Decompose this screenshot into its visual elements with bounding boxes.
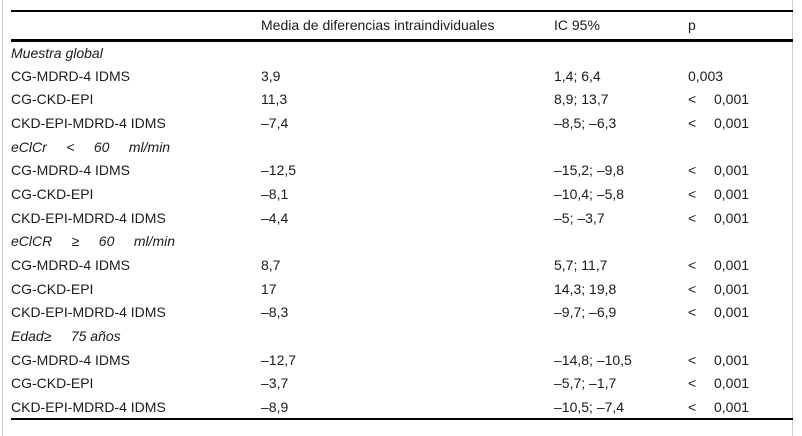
col-header-ic95: IC 95% (554, 11, 688, 42)
table-row: CG-CKD-EPI 11,3 8,9; 13,7 <0,001 (11, 87, 793, 111)
table-row: CG-CKD-EPI –8,1 –10,4; –5,8 <0,001 (11, 182, 793, 206)
ic95-value: –5,7; –1,7 (554, 375, 617, 392)
ic95-value: 5,7; 11,7 (554, 257, 608, 274)
intraindividual-differences-table: Media de diferencias intraindividuales I… (11, 10, 793, 420)
p-value: 0,001 (714, 91, 750, 108)
header-row: Media de diferencias intraindividuales I… (11, 11, 793, 42)
p-sign: < (688, 304, 697, 321)
p-value-cell: <0,001 (688, 87, 793, 111)
row-label: CG-MDRD-4 IDMS (11, 67, 130, 84)
row-label: CG-MDRD-4 IDMS (11, 162, 130, 179)
media-value: 3,9 (261, 67, 281, 84)
row-label: CG-CKD-EPI (11, 91, 94, 108)
section-row-eclcr-ge-60: eClCR ≥ 60 ml/min (11, 230, 793, 254)
row-label: CKD-EPI-MDRD-4 IDMS (11, 114, 166, 131)
p-value-cell: <0,001 (688, 372, 793, 396)
p-sign: < (688, 209, 697, 226)
ic95-value: –5; –3,7 (554, 209, 605, 226)
table-row: CKD-EPI-MDRD-4 IDMS –4,4 –5; –3,7 <0,001 (11, 206, 793, 230)
table-row: CG-MDRD-4 IDMS –12,5 –15,2; –9,8 <0,001 (11, 158, 793, 182)
media-value: –8,3 (261, 304, 289, 321)
p-value: 0,001 (714, 185, 750, 202)
p-value-cell: <0,001 (688, 348, 793, 372)
media-value: –7,4 (261, 114, 289, 131)
table-row: CG-CKD-EPI –3,7 –5,7; –1,7 <0,001 (11, 372, 793, 396)
p-sign: < (688, 162, 697, 179)
p-value: 0,001 (714, 351, 750, 368)
row-label: CG-CKD-EPI (11, 185, 94, 202)
table-row: CKD-EPI-MDRD-4 IDMS –8,3 –9,7; –6,9 <0,0… (11, 301, 793, 325)
table-row: CG-MDRD-4 IDMS 3,9 1,4; 6,4 0,003 (11, 64, 793, 88)
p-sign: < (688, 257, 697, 274)
row-label: CKD-EPI-MDRD-4 IDMS (11, 398, 166, 415)
p-value: 0,001 (714, 114, 750, 131)
p-sign: < (688, 185, 697, 202)
p-value: 0,003 (688, 67, 724, 84)
section-row-muestra-global: Muestra global (11, 40, 793, 64)
section-row-edad-ge-75: Edad≥ 75 años (11, 324, 793, 348)
ic95-value: –9,7; –6,9 (554, 304, 617, 321)
table-row: CKD-EPI-MDRD-4 IDMS –8,9 –10,5; –7,4 <0,… (11, 395, 793, 419)
media-value: –8,9 (261, 398, 289, 415)
col-header-empty (11, 11, 261, 42)
media-value: –4,4 (261, 209, 289, 226)
row-label: CG-MDRD-4 IDMS (11, 351, 130, 368)
col-header-p: p (688, 11, 793, 42)
row-label: CKD-EPI-MDRD-4 IDMS (11, 209, 166, 226)
table-row: CG-CKD-EPI 17 14,3; 19,8 <0,001 (11, 277, 793, 301)
row-label: CG-MDRD-4 IDMS (11, 257, 130, 274)
p-sign: < (688, 351, 697, 368)
p-value: 0,001 (714, 162, 750, 179)
p-value-cell: <0,001 (688, 158, 793, 182)
table-row: CG-MDRD-4 IDMS –12,7 –14,8; –10,5 <0,001 (11, 348, 793, 372)
table-body: Muestra global CG-MDRD-4 IDMS 3,9 1,4; 6… (11, 40, 793, 419)
table-row: CG-MDRD-4 IDMS 8,7 5,7; 11,7 <0,001 (11, 253, 793, 277)
section-row-eclcr-lt-60: eClCr < 60 ml/min (11, 135, 793, 159)
p-value-cell: 0,003 (688, 64, 793, 88)
col-header-media: Media de diferencias intraindividuales (261, 11, 554, 42)
media-value: –12,7 (261, 351, 297, 368)
media-value: 8,7 (261, 257, 281, 274)
p-value: 0,001 (714, 257, 750, 274)
ic95-value: –10,5; –7,4 (554, 398, 625, 415)
p-sign: < (688, 114, 697, 131)
p-value-cell: <0,001 (688, 253, 793, 277)
p-sign: < (688, 398, 697, 415)
p-sign: < (688, 280, 697, 297)
row-label: CG-CKD-EPI (11, 375, 94, 392)
ic95-value: 14,3; 19,8 (554, 280, 617, 297)
section-label: eClCR ≥ 60 ml/min (11, 233, 176, 250)
media-value: 17 (261, 280, 277, 297)
media-value: –8,1 (261, 185, 289, 202)
section-label: Muestra global (11, 44, 103, 61)
ic95-value: 1,4; 6,4 (554, 67, 601, 84)
p-value: 0,001 (714, 209, 750, 226)
ic95-value: 8,9; 13,7 (554, 91, 609, 108)
ic95-value: –14,8; –10,5 (554, 351, 632, 368)
media-value: –12,5 (261, 162, 297, 179)
p-value: 0,001 (714, 398, 750, 415)
p-value: 0,001 (714, 280, 750, 297)
p-value-cell: <0,001 (688, 206, 793, 230)
p-value-cell: <0,001 (688, 277, 793, 301)
section-label: Edad≥ 75 años (11, 328, 121, 345)
p-value-cell: <0,001 (688, 111, 793, 135)
ic95-value: –10,4; –5,8 (554, 185, 625, 202)
p-value: 0,001 (714, 375, 750, 392)
media-value: –3,7 (261, 375, 289, 392)
ic95-value: –15,2; –9,8 (554, 162, 625, 179)
p-value-cell: <0,001 (688, 395, 793, 419)
table-row: CKD-EPI-MDRD-4 IDMS –7,4 –8,5; –6,3 <0,0… (11, 111, 793, 135)
media-value: 11,3 (261, 91, 288, 108)
p-value-cell: <0,001 (688, 182, 793, 206)
row-label: CKD-EPI-MDRD-4 IDMS (11, 304, 166, 321)
p-value-cell: <0,001 (688, 301, 793, 325)
section-label: eClCr < 60 ml/min (11, 138, 171, 155)
p-sign: < (688, 91, 697, 108)
row-label: CG-CKD-EPI (11, 280, 94, 297)
ic95-value: –8,5; –6,3 (554, 114, 617, 131)
p-value: 0,001 (714, 304, 750, 321)
p-sign: < (688, 375, 697, 392)
